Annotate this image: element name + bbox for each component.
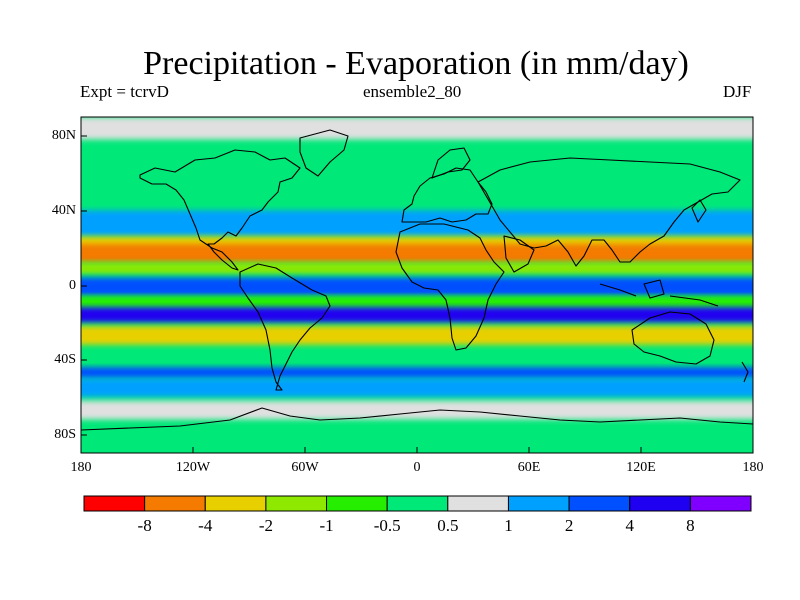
colorbar-label: -1 [319, 516, 334, 535]
lon-label-60e: 60E [517, 460, 541, 475]
lat-label-80n: 80N [51, 128, 76, 143]
colorbar-label: -4 [198, 516, 213, 535]
colorbar-label: -0.5 [373, 516, 401, 535]
pe-field [81, 117, 753, 453]
colorbar-label: 4 [625, 516, 634, 535]
figure-title: Precipitation - Evaporation (in mm/day) [143, 45, 689, 82]
coastline-africa [395, 223, 505, 351]
season-label: DJF [723, 82, 752, 101]
colorbar-label: 1 [504, 516, 513, 535]
pe-band-0 [81, 117, 753, 140]
pe-band-11 [81, 400, 753, 420]
coastline-south-america [239, 263, 331, 391]
map-ticks [80, 135, 754, 453]
colorbar-box-10 [689, 495, 752, 512]
lon-label-0: 0 [413, 460, 421, 475]
lat-label-equator: 0 [69, 278, 76, 293]
pe-band-6 [81, 296, 753, 308]
coastline-new-zealand [741, 361, 749, 383]
lon-label-180w: 180 [70, 460, 92, 475]
coastline-australia [631, 311, 715, 365]
lat-label-40n: 40N [51, 203, 76, 218]
lon-label-120w: 120W [175, 460, 211, 475]
lon-label-120e: 120E [626, 460, 656, 475]
colorbar-box-9 [629, 495, 691, 512]
pe-band-1 [81, 210, 753, 237]
coastline-indonesia [599, 279, 719, 307]
coastline-japan [691, 199, 707, 223]
colorbar-box-1 [144, 495, 206, 512]
colorbar-label: -8 [137, 516, 152, 535]
colorbar-box-6 [447, 495, 509, 512]
pe-band-3 [81, 243, 753, 263]
coastline-scandinavia [431, 147, 471, 179]
coastline-arabia [503, 235, 535, 273]
coastlines [81, 129, 753, 431]
colorbar-label: 0.5 [437, 516, 459, 535]
colorbar-box-4 [326, 495, 388, 512]
colorbar-box-8 [568, 495, 631, 512]
colorbar-box-0 [83, 495, 146, 512]
colorbar-box-5 [386, 495, 449, 512]
pe-band-9 [81, 367, 753, 379]
colorbar-box-3 [265, 495, 328, 512]
pe-band-4 [81, 262, 753, 274]
colorbar-label: 8 [686, 516, 695, 535]
coastline-antarctica [81, 407, 753, 431]
pe-band-7 [81, 307, 753, 323]
colorbar-box-7 [507, 495, 570, 512]
ensemble-label: ensemble2_80 [363, 82, 462, 101]
lat-label-80s: 80S [54, 427, 76, 442]
colorbar-label: -2 [258, 516, 273, 535]
lon-label-180e: 180 [742, 460, 764, 475]
pe-band-8 [81, 326, 753, 345]
colorbar-box-2 [204, 495, 267, 512]
pe-band-10 [81, 378, 753, 397]
pe-band-5 [81, 277, 753, 297]
coastline-north-america [139, 149, 301, 271]
coastline-greenland [299, 129, 349, 177]
coastline-asia [477, 157, 741, 267]
colorbar [83, 495, 752, 512]
lat-label-40s: 40S [54, 352, 76, 367]
colorbar-label: 2 [564, 516, 574, 535]
lon-label-60w: 60W [291, 460, 319, 475]
experiment-label: Expt = tcrvD [80, 82, 169, 101]
